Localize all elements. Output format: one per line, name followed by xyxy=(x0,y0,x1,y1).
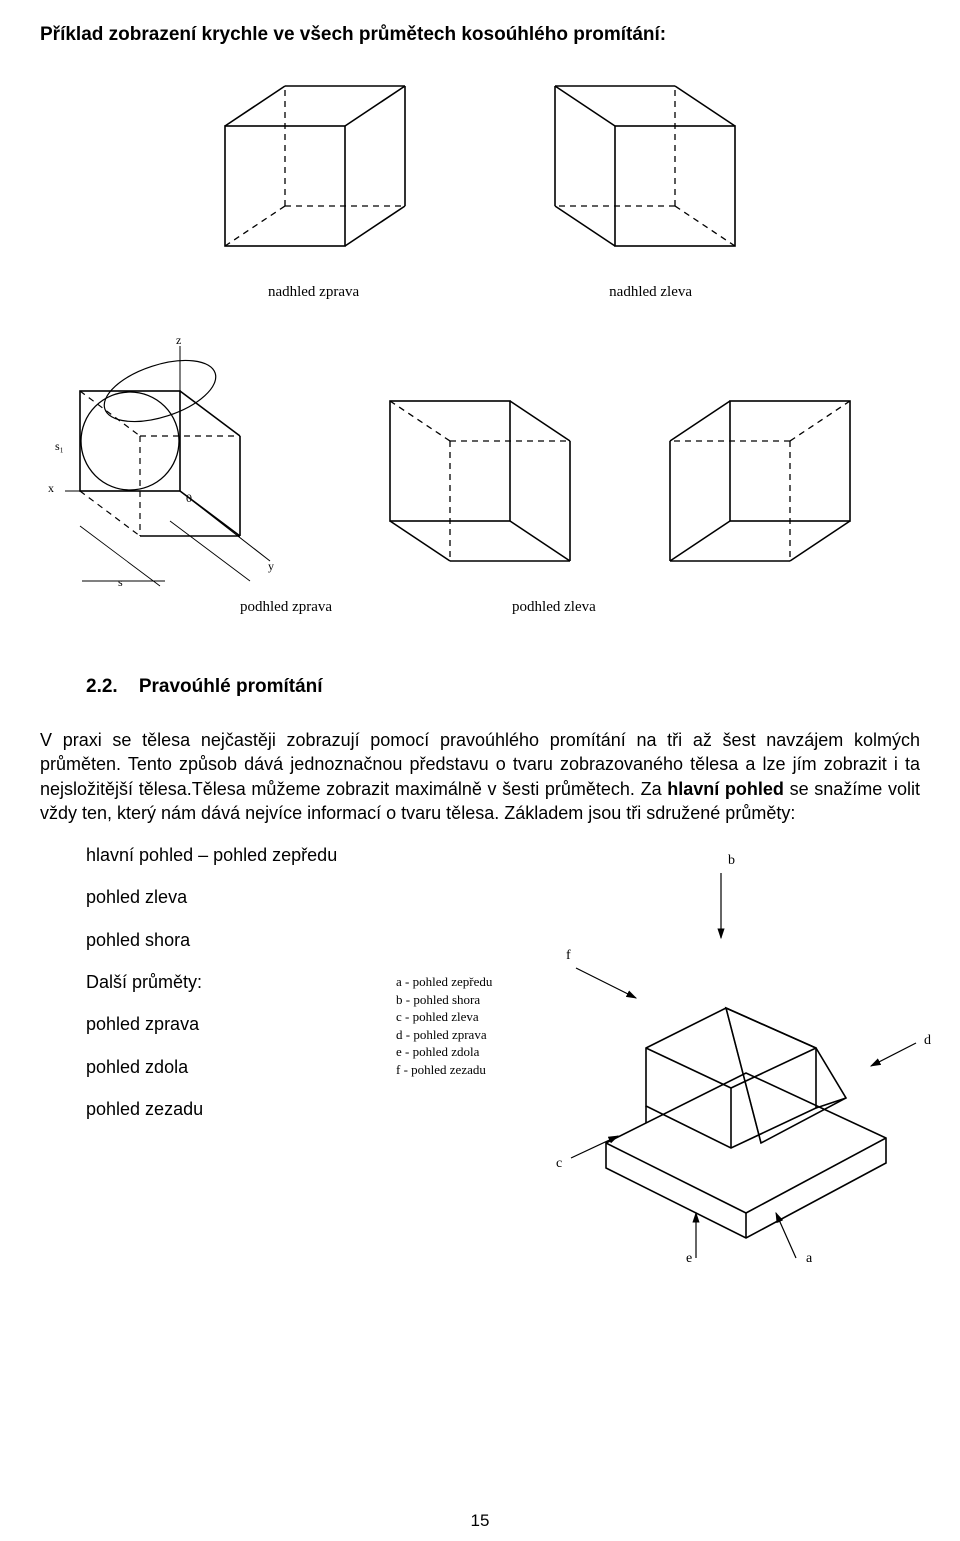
page-title: Příklad zobrazení krychle ve všech průmě… xyxy=(40,24,920,46)
label-podhled-zleva: podhled zleva xyxy=(512,599,596,616)
views-list: hlavní pohled – pohled zepředu pohled zl… xyxy=(86,843,346,1263)
label-nadhled-zleva: nadhled zleva xyxy=(609,284,692,301)
cube-bottom-right xyxy=(360,381,590,591)
cube-row-bottom: z x y 0 s₁ s xyxy=(40,331,920,591)
arrow-f: f xyxy=(566,948,571,964)
cube-row-top xyxy=(40,76,920,276)
views-more: Další průměty: xyxy=(86,970,346,994)
views-legend: a - pohled zepředu b - pohled shora c - … xyxy=(396,973,492,1078)
axis-s: s xyxy=(118,575,123,590)
axonometric-diagram: z x y 0 s₁ s xyxy=(40,331,300,591)
cube-labels-bottom: podhled zprava podhled zleva xyxy=(40,599,920,616)
cube-top-right xyxy=(195,76,425,276)
view-bottom: pohled zdola xyxy=(86,1055,346,1079)
section-heading: 2.2. Pravoúhlé promítání xyxy=(86,676,920,698)
cube-bottom-left xyxy=(650,381,880,591)
intro-paragraph: V praxi se tělesa nejčastěji zobrazují p… xyxy=(40,728,920,825)
legend-b: b - pohled shora xyxy=(396,991,492,1009)
view-back: pohled zezadu xyxy=(86,1097,346,1121)
cube-top-left xyxy=(535,76,765,276)
arrow-b: b xyxy=(728,853,735,869)
legend-f: f - pohled zezadu xyxy=(396,1061,492,1079)
cube-labels-top: nadhled zprava nadhled zleva xyxy=(40,284,920,301)
view-main: hlavní pohled – pohled zepředu xyxy=(86,843,346,867)
page-number: 15 xyxy=(0,1511,960,1531)
legend-c: c - pohled zleva xyxy=(396,1008,492,1026)
view-right: pohled zprava xyxy=(86,1012,346,1036)
axis-origin: 0 xyxy=(186,491,192,506)
label-podhled-zprava: podhled zprava xyxy=(240,599,332,616)
views-diagram: a - pohled zepředu b - pohled shora c - … xyxy=(376,843,936,1263)
axis-y: y xyxy=(268,559,274,574)
section-number: 2.2. xyxy=(86,676,118,697)
label-nadhled-zprava: nadhled zprava xyxy=(268,284,359,301)
arrow-e: e xyxy=(686,1251,692,1267)
section-title: Pravoúhlé promítání xyxy=(139,676,323,697)
view-top: pohled shora xyxy=(86,928,346,952)
legend-e: e - pohled zdola xyxy=(396,1043,492,1061)
arrow-c: c xyxy=(556,1156,562,1172)
legend-a: a - pohled zepředu xyxy=(396,973,492,991)
axis-x: x xyxy=(48,481,54,496)
axis-s1: s₁ xyxy=(55,439,64,454)
arrow-d: d xyxy=(924,1033,931,1049)
axis-z: z xyxy=(176,333,181,348)
view-left: pohled zleva xyxy=(86,885,346,909)
legend-d: d - pohled zprava xyxy=(396,1026,492,1044)
para-bold: hlavní pohled xyxy=(667,779,784,799)
arrow-a: a xyxy=(806,1251,812,1267)
